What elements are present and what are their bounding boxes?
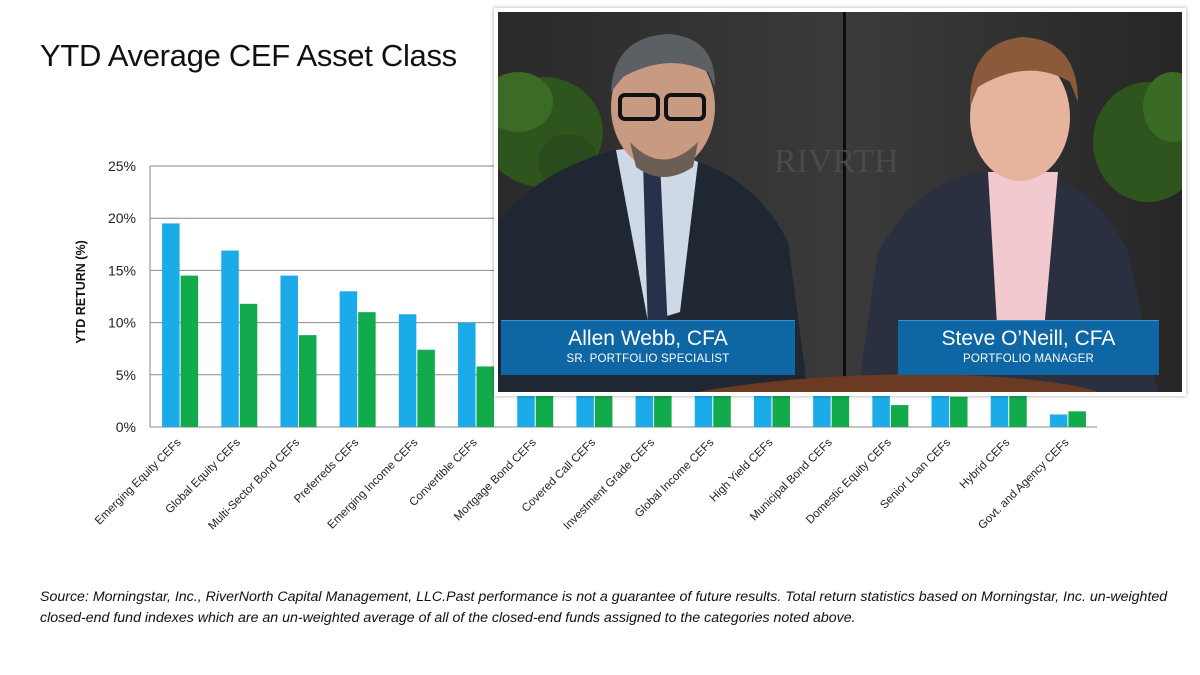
presenter-name-right: Steve O’Neill, CFA bbox=[941, 327, 1116, 350]
bar bbox=[221, 250, 239, 427]
bar bbox=[239, 303, 258, 427]
y-tick-label: 15% bbox=[108, 262, 136, 278]
bar bbox=[1009, 395, 1027, 427]
bar bbox=[990, 390, 1009, 427]
bar bbox=[180, 275, 199, 427]
bar bbox=[339, 291, 358, 427]
bar bbox=[1049, 414, 1068, 427]
bar bbox=[162, 223, 180, 427]
x-tick-label: Preferreds CEFs bbox=[292, 436, 361, 505]
x-tick-label: High Yield CEFs bbox=[708, 436, 776, 504]
y-tick-label: 20% bbox=[108, 210, 136, 226]
x-tick-label: Hybrid CEFs bbox=[958, 436, 1013, 491]
bar bbox=[458, 322, 476, 427]
bar bbox=[890, 405, 909, 427]
bar bbox=[280, 275, 298, 427]
table-surface bbox=[698, 374, 1098, 392]
bar bbox=[1068, 411, 1086, 427]
slide-title: YTD Average CEF Asset Class bbox=[40, 38, 457, 73]
backdrop-logo-text: RIVRTH bbox=[774, 143, 899, 180]
y-tick-label: 10% bbox=[108, 315, 136, 331]
bar bbox=[298, 335, 317, 427]
presenter-role-right: PORTFOLIO MANAGER bbox=[963, 353, 1094, 365]
nameplate-right: Steve O’Neill, CFA PORTFOLIO MANAGER bbox=[898, 320, 1159, 375]
presenter-name-left: Allen Webb, CFA bbox=[568, 327, 728, 350]
presenter-role-left: SR. PORTFOLIO SPECIALIST bbox=[566, 353, 730, 365]
y-tick-label: 25% bbox=[108, 158, 136, 174]
bar-chart: 0%5%10%15%20%25%Emerging Equity CEFsGlob… bbox=[74, 158, 1097, 532]
y-tick-label: 5% bbox=[116, 367, 136, 383]
video-panel: RIVRTH Allen Webb, C bbox=[494, 8, 1186, 396]
bar bbox=[417, 349, 435, 427]
bar bbox=[398, 314, 417, 427]
plant-right bbox=[1093, 72, 1182, 202]
y-tick-label: 0% bbox=[116, 419, 136, 435]
bar bbox=[358, 312, 376, 427]
bar bbox=[950, 396, 968, 427]
y-axis-label: YTD RETURN (%) bbox=[74, 240, 88, 343]
nameplate-left: Allen Webb, CFA SR. PORTFOLIO SPECIALIST bbox=[501, 320, 795, 375]
bar bbox=[476, 366, 495, 427]
split-divider bbox=[843, 12, 846, 392]
source-note: Source: Morningstar, Inc., RiverNorth Ca… bbox=[40, 589, 1168, 626]
